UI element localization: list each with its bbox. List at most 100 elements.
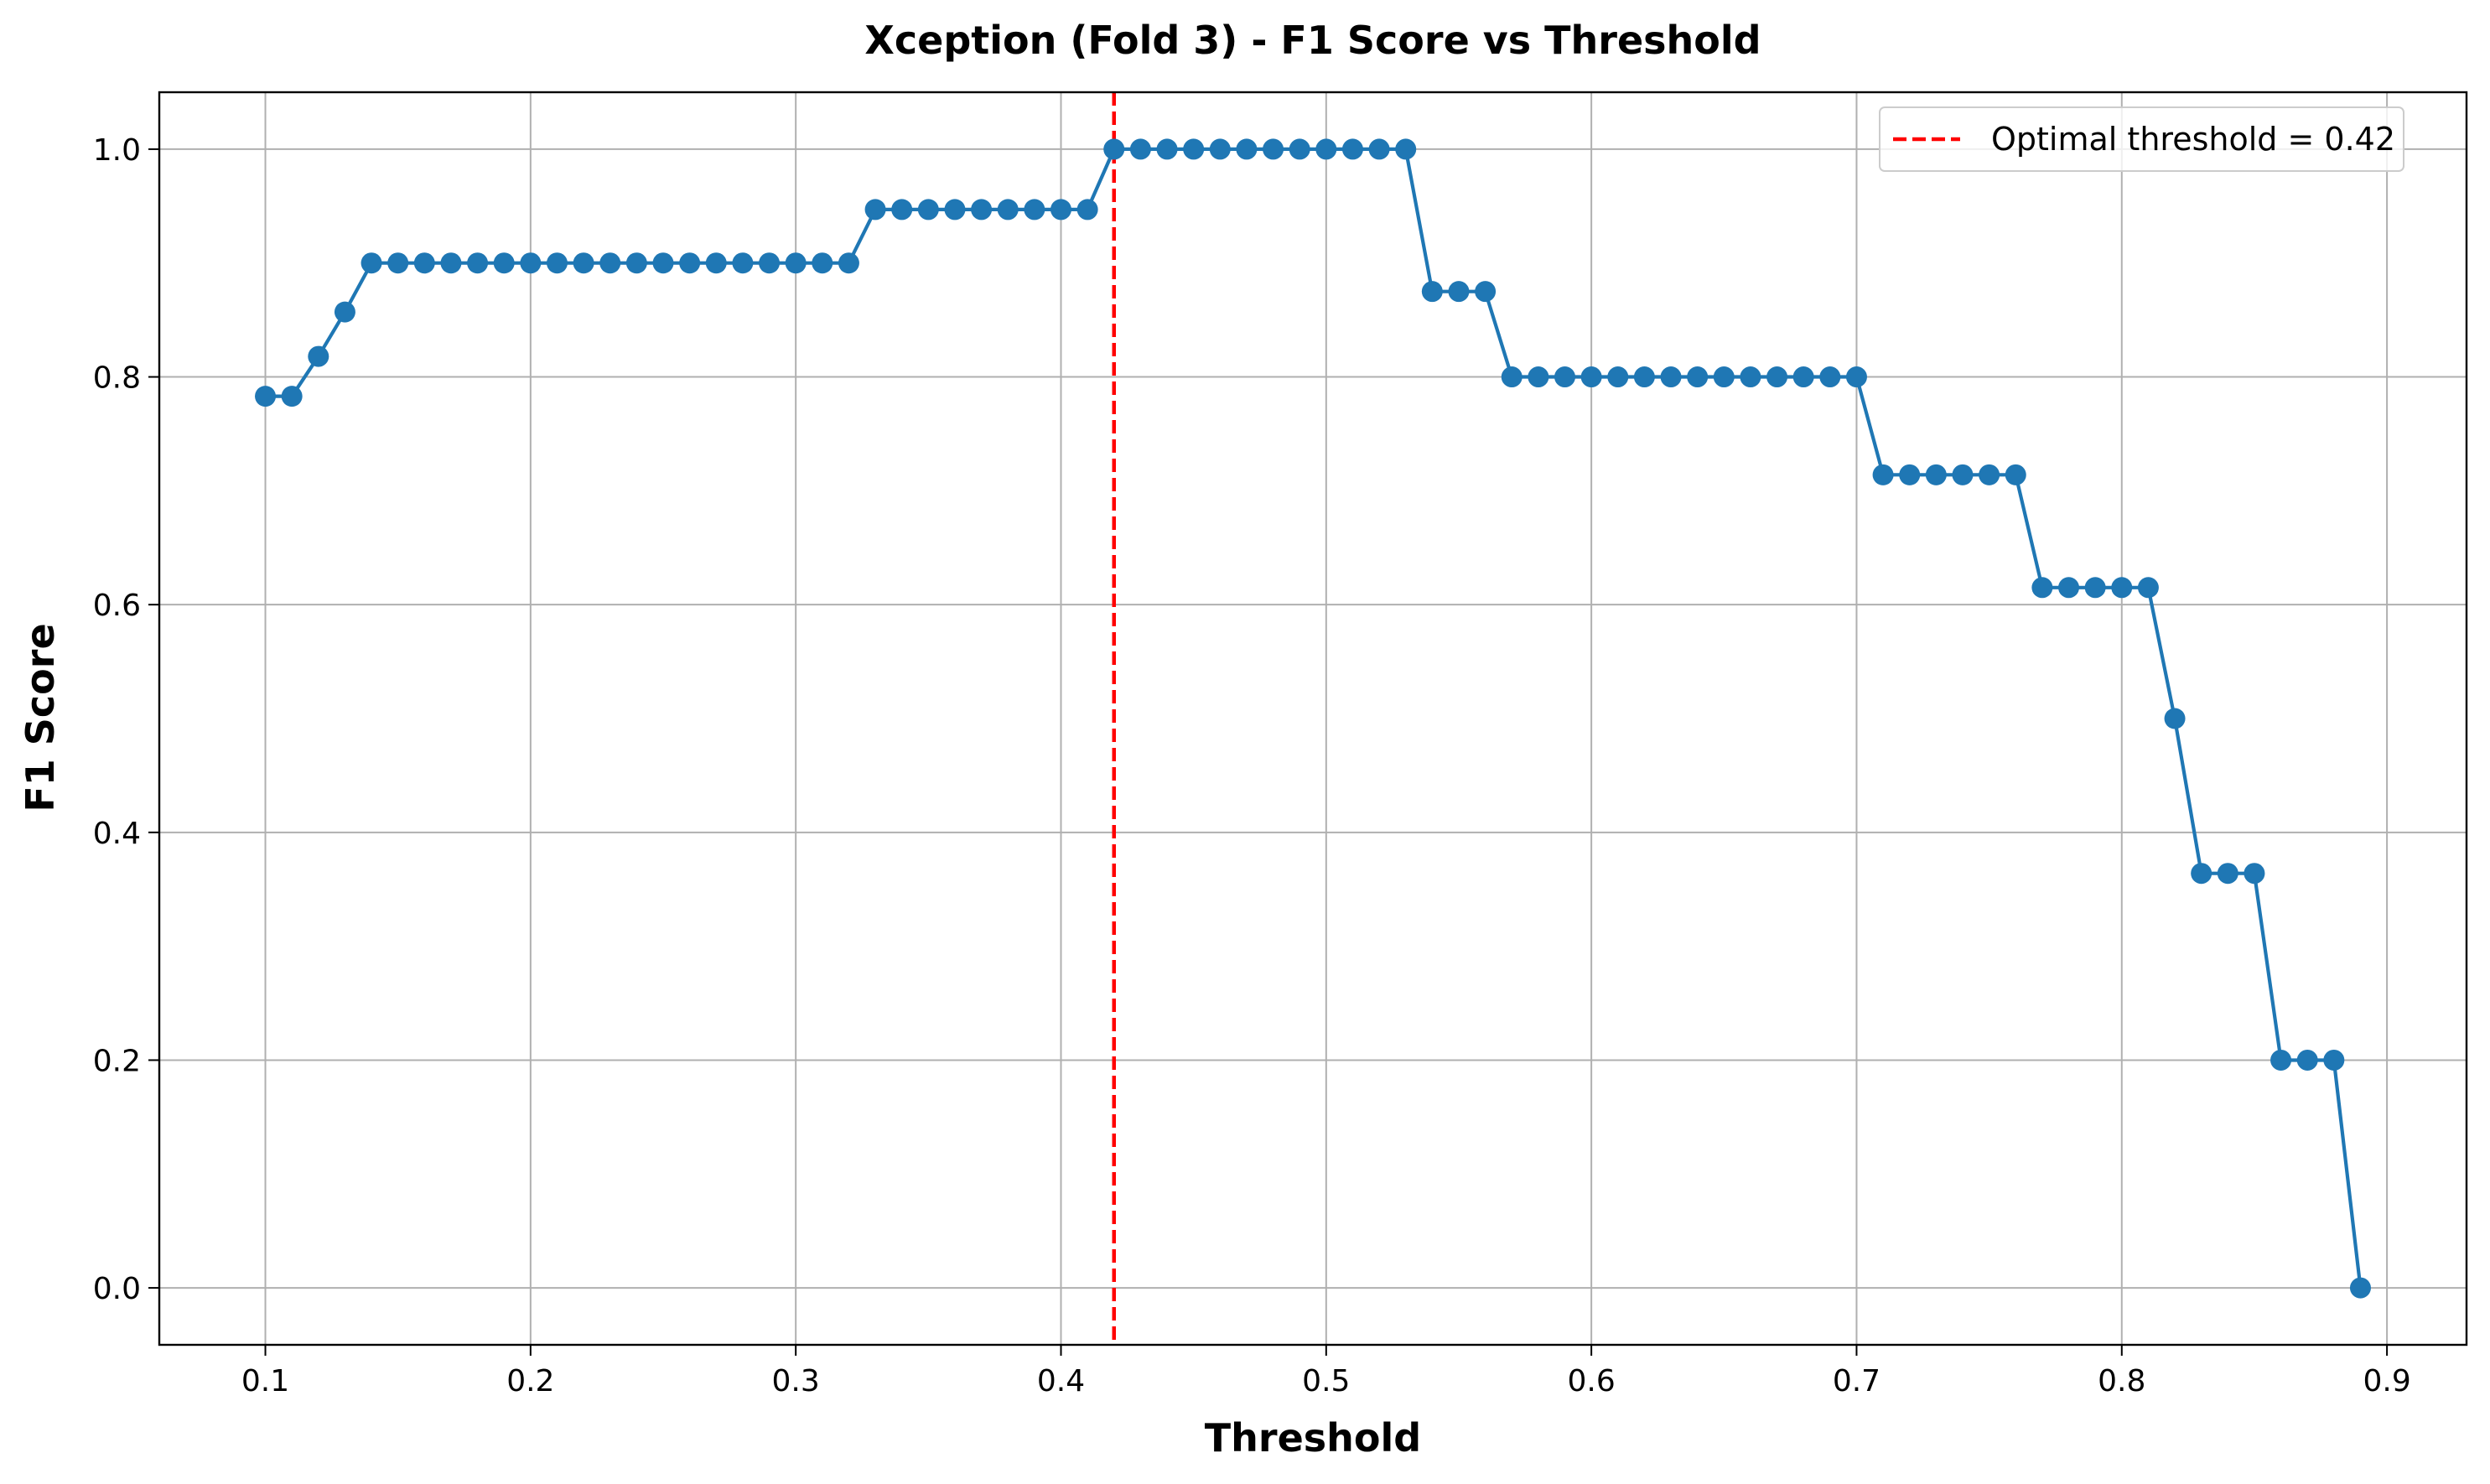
f1-score-point	[1209, 138, 1231, 160]
f1-score-point	[2031, 577, 2053, 599]
f1-score-point	[2058, 577, 2080, 599]
f1-score-point	[413, 252, 435, 274]
f1-score-point	[1979, 464, 2000, 485]
x-tick-label: 0.3	[772, 1364, 820, 1398]
f1-score-point	[1925, 464, 1947, 485]
f1-score-point	[864, 199, 886, 221]
f1-score-point	[1103, 138, 1125, 160]
f1-score-point	[334, 301, 355, 323]
f1-score-point	[2217, 863, 2238, 885]
f1-score-point	[520, 252, 542, 274]
f1-score-point	[944, 199, 966, 221]
f1-score-point	[1766, 366, 1788, 388]
f1-score-point	[1076, 199, 1098, 221]
f1-score-point	[1845, 366, 1867, 388]
f1-score-point	[1713, 366, 1735, 388]
f1-score-point	[493, 252, 515, 274]
f1-score-point	[467, 252, 489, 274]
f1-score-point	[1236, 138, 1258, 160]
x-tick-label: 0.7	[1833, 1364, 1880, 1398]
f1-score-point	[1819, 366, 1841, 388]
x-tick-label: 0.2	[506, 1364, 554, 1398]
f1-score-point	[679, 252, 701, 274]
f1-score-point	[1475, 281, 1497, 303]
f1-score-point	[838, 252, 859, 274]
f1-score-point	[1395, 138, 1417, 160]
f1-score-point	[1528, 366, 1549, 388]
f1-score-point	[1740, 366, 1761, 388]
f1-score-point	[2349, 1277, 2371, 1299]
f1-score-point	[1872, 464, 1894, 485]
f1-score-point	[1792, 366, 1814, 388]
f1-score-point	[440, 252, 462, 274]
f1-score-point	[546, 252, 568, 274]
f1-score-point	[652, 252, 674, 274]
f1-score-point	[1263, 138, 1284, 160]
f1-score-point	[1448, 281, 1470, 303]
f1-score-point	[785, 252, 807, 274]
f1-score-point	[1554, 366, 1576, 388]
f1-score-point	[255, 386, 277, 407]
series-layer	[255, 138, 2371, 1299]
legend-label-optimal-threshold: Optimal threshold = 0.42	[1991, 121, 2395, 158]
f1-score-point	[1156, 138, 1178, 160]
x-tick-label: 0.8	[2098, 1364, 2145, 1398]
f1-score-point	[1687, 366, 1709, 388]
f1-score-point	[1501, 366, 1523, 388]
y-tick-label: 0.8	[93, 361, 141, 396]
x-tick-label: 0.6	[1568, 1364, 1616, 1398]
x-tick-label: 0.5	[1302, 1364, 1350, 1398]
f1-score-point	[599, 252, 621, 274]
f1-score-point	[281, 386, 303, 407]
f1-score-point	[1050, 199, 1071, 221]
f1-score-point	[573, 252, 594, 274]
f1-score-point	[1633, 366, 1655, 388]
y-tick-label: 1.0	[93, 133, 141, 168]
f1-score-point	[1341, 138, 1363, 160]
f1-score-point	[732, 252, 754, 274]
f1-score-point	[1368, 138, 1390, 160]
y-tick-label: 0.4	[93, 817, 141, 851]
f1-score-point	[2111, 577, 2133, 599]
x-tick-label: 0.4	[1037, 1364, 1085, 1398]
axis-ticks: 0.1 0.2 0.3 0.4 0.5 0.6 0.7 0.8 0.9 0.0 0.2 0.4 0.6 0…	[93, 133, 2411, 1398]
grid	[159, 92, 2467, 1345]
y-tick-label: 0.6	[93, 589, 141, 623]
f1-score-point	[1129, 138, 1151, 160]
f1-score-point	[1024, 199, 1045, 221]
legend: Optimal threshold = 0.42	[1879, 106, 2404, 172]
f1-score-point	[812, 252, 833, 274]
f1-score-point	[1899, 464, 1921, 485]
f1-score-point	[2164, 708, 2186, 729]
f1-score-point	[891, 199, 913, 221]
f1-score-point	[2244, 863, 2265, 885]
legend-box	[1879, 106, 2404, 172]
f1-score-point	[759, 252, 781, 274]
plot-frame	[158, 91, 2468, 1346]
f1-score-point	[2137, 577, 2159, 599]
f1-score-point	[1421, 281, 1443, 303]
y-tick-label: 0.0	[93, 1272, 141, 1306]
f1-score-point	[997, 199, 1019, 221]
f1-score-point	[1289, 138, 1310, 160]
f1-score-point	[2191, 863, 2212, 885]
f1-score-point	[2270, 1049, 2292, 1071]
x-tick-label: 0.1	[241, 1364, 289, 1398]
f1-score-point	[705, 252, 727, 274]
f1-score-point	[2084, 577, 2106, 599]
y-axis-label: F1 Score	[18, 623, 63, 812]
f1-score-point	[1607, 366, 1629, 388]
f1-score-point	[1660, 366, 1682, 388]
f1-score-point	[625, 252, 647, 274]
x-axis-label: Threshold	[1205, 1415, 1421, 1461]
f1-score-point	[2323, 1049, 2345, 1071]
chart-title: Xception (Fold 3) - F1 Score vs Threshol…	[864, 18, 1761, 63]
y-tick-label: 0.2	[93, 1044, 141, 1078]
f1-score-point	[1183, 138, 1205, 160]
f1-score-point	[387, 252, 409, 274]
f1-score-point	[2005, 464, 2026, 485]
f1-score-point	[308, 345, 329, 367]
f1-score-point	[1315, 138, 1337, 160]
